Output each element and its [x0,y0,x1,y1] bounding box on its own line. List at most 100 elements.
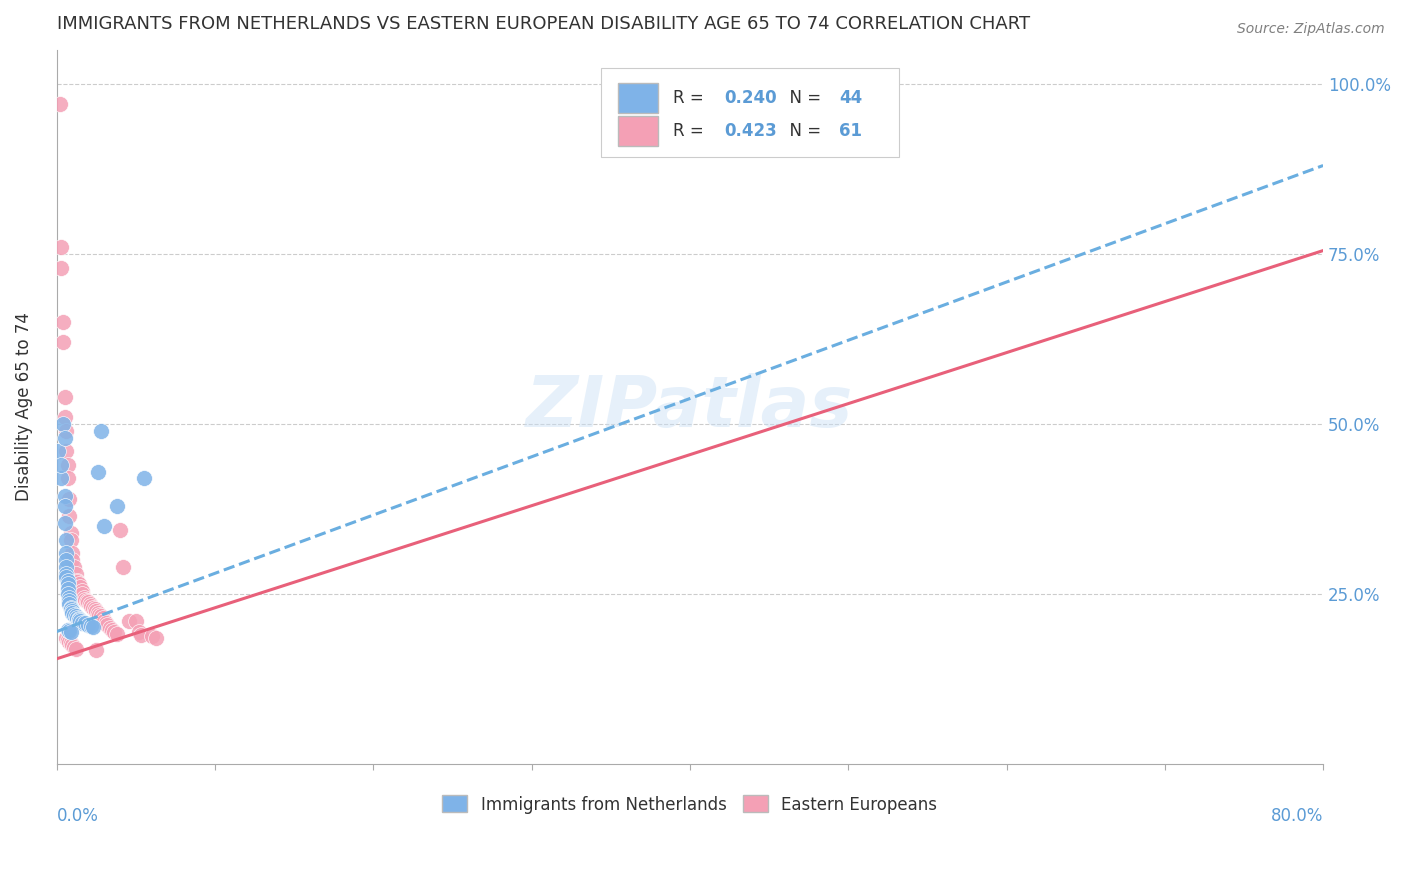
Text: N =: N = [779,121,825,139]
Point [55,566,77,581]
Point [53,390,76,404]
Point [129,628,152,642]
Point [66,611,89,625]
Point [145,631,167,645]
Point [55,533,77,547]
Point [53,488,76,502]
Point [62,546,84,560]
Point [51,240,73,254]
Point [55,546,77,560]
Point [94,615,117,630]
Point [80,599,103,614]
Point [62,606,84,620]
Text: R =: R = [673,121,710,139]
FancyBboxPatch shape [602,68,898,157]
Point [84,604,107,618]
Point [59,625,82,640]
Point [118,615,141,629]
FancyBboxPatch shape [617,116,658,145]
Point [67,577,90,591]
Text: IMMIGRANTS FROM NETHERLANDS VS EASTERN EUROPEAN DISABILITY AGE 65 TO 74 CORRELAT: IMMIGRANTS FROM NETHERLANDS VS EASTERN E… [56,15,1029,33]
Point [58,624,80,638]
Point [56,574,79,588]
Text: 61: 61 [839,121,862,139]
Point [105,499,128,513]
Y-axis label: Disability Age 65 to 74: Disability Age 65 to 74 [15,312,32,501]
Point [52,335,75,350]
Point [132,471,155,485]
Point [56,471,79,485]
Point [67,612,90,626]
Point [63,607,86,622]
Point [53,410,76,425]
Point [59,533,82,547]
Point [87,606,110,620]
Point [90,424,112,438]
Point [141,629,163,643]
Point [96,617,118,632]
Point [56,577,79,591]
Point [52,417,75,431]
Point [63,640,86,655]
Point [63,560,86,574]
Point [67,613,90,627]
Point [108,523,131,537]
Point [55,553,77,567]
Point [56,632,79,647]
Point [55,444,77,458]
Point [103,624,125,639]
Point [52,315,75,329]
Point [77,595,100,609]
Text: R =: R = [673,89,710,107]
Point [112,560,135,574]
Point [105,626,128,640]
Point [62,604,84,618]
Point [49,97,72,112]
Point [72,591,94,605]
Point [82,600,104,615]
Point [70,615,93,630]
Point [77,617,100,632]
Point [58,508,80,523]
Text: 80.0%: 80.0% [1271,807,1323,825]
Text: N =: N = [779,89,825,107]
Point [58,594,80,608]
Point [59,636,82,650]
Point [53,431,76,445]
Point [101,623,124,637]
Point [69,615,91,629]
Point [79,598,101,612]
Point [128,624,150,639]
Point [93,519,115,533]
Text: ZIPatlas: ZIPatlas [526,373,853,442]
Point [75,592,97,607]
Point [66,574,89,589]
Point [69,580,91,594]
Point [46,444,69,458]
FancyBboxPatch shape [617,84,658,113]
Point [91,611,114,625]
Text: 0.423: 0.423 [724,121,778,139]
Point [56,458,79,472]
Point [83,602,105,616]
Text: 0.0%: 0.0% [56,807,98,825]
Point [65,566,87,581]
Point [56,623,79,637]
Point [65,641,87,656]
Point [58,635,80,649]
Point [62,638,84,652]
Point [66,574,89,588]
Point [51,458,73,472]
Point [65,609,87,624]
Point [59,602,82,616]
Point [58,591,80,605]
Point [59,600,82,615]
Point [55,560,77,574]
Point [89,607,111,622]
Point [55,570,77,584]
Point [58,598,80,612]
Point [59,525,82,540]
Point [80,619,103,633]
Text: Source: ZipAtlas.com: Source: ZipAtlas.com [1237,22,1385,37]
Point [90,609,112,624]
